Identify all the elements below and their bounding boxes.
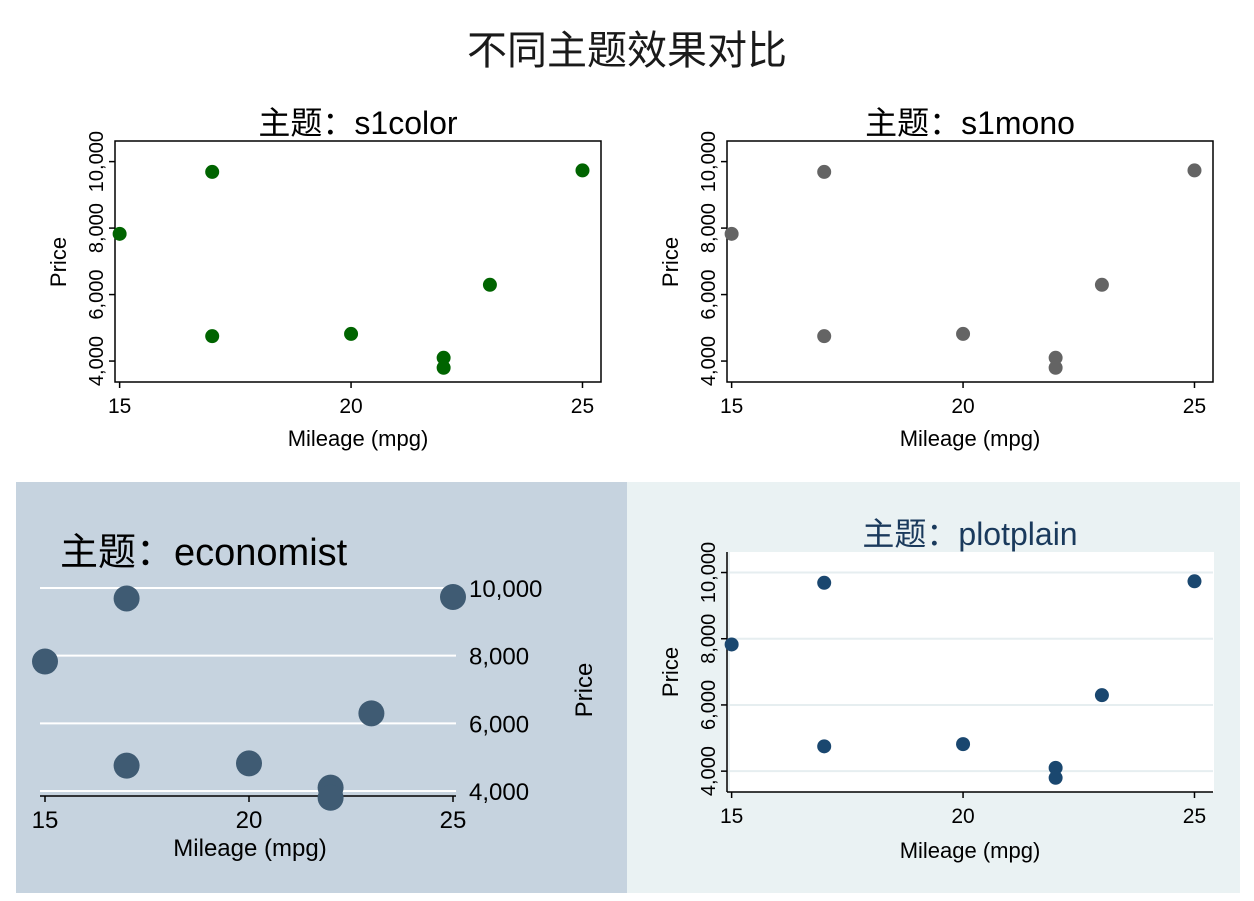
- economist-x-tick-label: 25: [440, 807, 467, 834]
- economist-y-axis-label: Price: [571, 663, 598, 718]
- s1mono-data-point: [724, 226, 739, 241]
- plotplain-data-point: [1094, 688, 1109, 703]
- economist-x-tick-label: 20: [236, 807, 263, 834]
- economist-x-axis-label: Mileage (mpg): [173, 835, 326, 862]
- economist-data-point: [113, 752, 140, 779]
- s1color-data-point: [205, 164, 220, 179]
- economist-panel-background: [16, 482, 627, 893]
- s1mono-data-point: [1187, 163, 1202, 178]
- plotplain-x-axis-label: Mileage (mpg): [900, 838, 1041, 863]
- s1mono-y-tick-label: 4,000: [698, 336, 720, 386]
- plotplain-plot-area: [730, 552, 1214, 792]
- plotplain-data-point: [1048, 760, 1063, 775]
- plotplain-x-tick-label: 25: [1183, 805, 1206, 828]
- s1color-x-tick-label: 20: [339, 395, 362, 418]
- s1mono-y-axis-label: Price: [658, 237, 683, 287]
- s1mono-y-tick-label: 8,000: [698, 203, 720, 253]
- s1color-x-tick-label: 25: [571, 395, 594, 418]
- s1color-x-tick-label: 15: [108, 395, 131, 418]
- s1mono-x-tick-label: 25: [1183, 395, 1206, 418]
- plotplain-y-tick-label: 4,000: [698, 746, 720, 796]
- economist-title: 主题：economist: [60, 532, 348, 574]
- plotplain-y-tick-label: 8,000: [698, 614, 720, 664]
- s1mono-data-point: [1048, 350, 1063, 365]
- plotplain-y-tick-label: 6,000: [698, 680, 720, 730]
- economist-data-point: [236, 750, 262, 777]
- s1mono-y-tick-label: 10,000: [698, 131, 720, 192]
- economist-y-tick-label: 4,000: [469, 779, 529, 806]
- plotplain-title: 主题：plotplain: [862, 516, 1077, 552]
- economist-y-tick-label: 6,000: [469, 711, 529, 738]
- economist-data-point: [113, 585, 140, 612]
- s1mono-y-tick-label: 6,000: [698, 270, 720, 320]
- plotplain-x-tick-label: 20: [951, 805, 974, 828]
- plotplain-y-axis-label: Price: [658, 647, 683, 697]
- s1color-data-point: [205, 329, 220, 344]
- plotplain-data-point: [724, 637, 739, 652]
- s1color-x-axis-label: Mileage (mpg): [288, 426, 429, 451]
- economist-data-point: [358, 700, 385, 727]
- economist-data-point: [317, 784, 344, 811]
- main-title: 不同主题效果对比: [467, 28, 787, 74]
- s1mono-x-axis-label: Mileage (mpg): [900, 426, 1041, 451]
- plotplain-data-point: [956, 737, 971, 752]
- economist-data-point: [440, 583, 466, 610]
- s1color-data-point: [436, 350, 451, 365]
- s1color-y-tick-label: 4,000: [86, 336, 108, 386]
- s1mono-data-point: [817, 329, 832, 344]
- s1color-data-point: [436, 360, 451, 375]
- s1color-y-tick-label: 10,000: [86, 131, 108, 192]
- s1mono-title: 主题：s1mono: [865, 105, 1075, 141]
- s1mono-data-point: [1094, 277, 1109, 292]
- plotplain-data-point: [1048, 770, 1063, 785]
- s1color-data-point: [344, 326, 359, 341]
- s1color-title: 主题：s1color: [258, 105, 458, 141]
- s1color-plot-frame: [114, 140, 602, 383]
- s1color-y-tick-label: 6,000: [86, 270, 108, 320]
- s1color-data-point: [482, 277, 497, 292]
- economist-y-tick-label: 10,000: [469, 576, 542, 603]
- s1mono-x-tick-label: 20: [951, 395, 974, 418]
- plotplain-data-point: [817, 575, 832, 590]
- economist-x-tick-label: 15: [32, 807, 59, 834]
- plotplain-data-point: [817, 739, 832, 754]
- s1color-data-point: [112, 226, 127, 241]
- s1mono-plot-frame: [726, 140, 1214, 383]
- economist-y-tick-label: 8,000: [469, 644, 529, 671]
- s1mono-data-point: [817, 164, 832, 179]
- s1color-data-point: [575, 163, 590, 178]
- s1mono-data-point: [956, 326, 971, 341]
- plotplain-y-tick-label: 10,000: [698, 542, 720, 603]
- s1mono-data-point: [1048, 360, 1063, 375]
- s1color-y-tick-label: 8,000: [86, 203, 108, 253]
- economist-data-point: [32, 648, 58, 675]
- s1color-y-axis-label: Price: [46, 237, 71, 287]
- s1mono-x-tick-label: 15: [720, 395, 743, 418]
- plotplain-data-point: [1187, 574, 1202, 589]
- plotplain-x-tick-label: 15: [720, 805, 743, 828]
